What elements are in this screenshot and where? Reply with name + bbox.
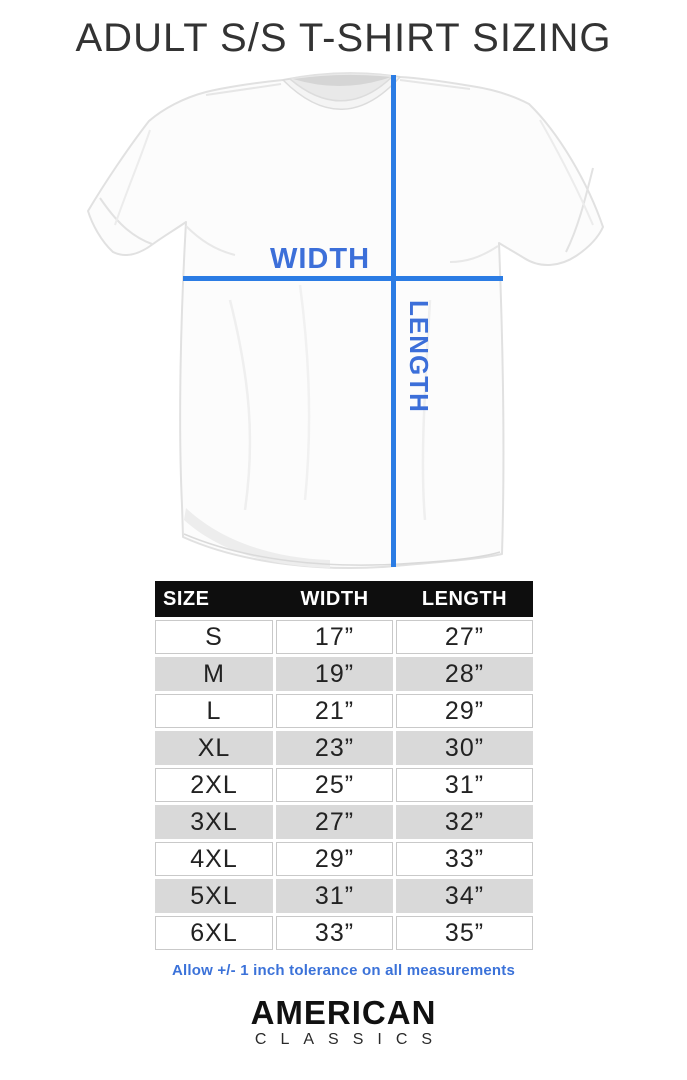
brand-logo-american: AMERICAN <box>250 994 437 1031</box>
width-cell: 17” <box>276 620 393 654</box>
size-table: SIZE WIDTH LENGTH S 17” 27” M 19” 28” L 21” 29” X… <box>155 581 533 950</box>
size-cell: 5XL <box>155 879 273 913</box>
length-cell: 32” <box>396 805 533 839</box>
right-shoulder-seam <box>399 79 471 90</box>
length-cell: 30” <box>396 731 533 765</box>
table-row: M 19” 28” <box>155 657 533 691</box>
length-cell: 33” <box>396 842 533 876</box>
length-cell: 28” <box>396 657 533 691</box>
tolerance-note: Allow +/- 1 inch tolerance on all measur… <box>171 962 516 979</box>
right-cuff-seam <box>565 167 594 253</box>
size-cell: M <box>155 657 273 691</box>
width-cell: 19” <box>276 657 393 691</box>
length-label: LENGTH <box>404 300 434 413</box>
tshirt-image <box>87 72 604 569</box>
size-cell: 6XL <box>155 916 273 950</box>
fold-line <box>449 245 499 263</box>
width-measure-line <box>183 276 503 281</box>
table-row: L 21” 29” <box>155 694 533 728</box>
fold-line <box>228 299 252 511</box>
width-cell: 31” <box>276 879 393 913</box>
column-header-width: WIDTH <box>300 587 369 610</box>
hem-stitch-line <box>183 533 501 566</box>
size-cell: L <box>155 694 273 728</box>
width-cell: 29” <box>276 842 393 876</box>
table-row: XL 23” 30” <box>155 731 533 765</box>
fold-line <box>185 225 236 256</box>
width-cell: 25” <box>276 768 393 802</box>
width-cell: 23” <box>276 731 393 765</box>
length-cell: 31” <box>396 768 533 802</box>
length-cell: 34” <box>396 879 533 913</box>
left-cuff-seam <box>99 197 153 245</box>
width-cell: 21” <box>276 694 393 728</box>
column-header-size: SIZE <box>163 587 210 610</box>
tshirt-body <box>87 72 604 569</box>
length-measure-line <box>391 75 396 567</box>
width-cell: 27” <box>276 805 393 839</box>
size-cell: 4XL <box>155 842 273 876</box>
tshirt-collar-band <box>282 75 401 110</box>
table-row: 5XL 31” 34” <box>155 879 533 913</box>
fold-line <box>539 119 594 226</box>
table-row: 6XL 33” 35” <box>155 916 533 950</box>
table-row: 2XL 25” 31” <box>155 768 533 802</box>
length-cell: 29” <box>396 694 533 728</box>
size-cell: S <box>155 620 273 654</box>
table-row: 3XL 27” 32” <box>155 805 533 839</box>
size-table-header: SIZE WIDTH LENGTH <box>155 581 533 617</box>
width-cell: 33” <box>276 916 393 950</box>
left-shoulder-seam <box>205 83 282 96</box>
table-row: S 17” 27” <box>155 620 533 654</box>
size-cell: 3XL <box>155 805 273 839</box>
tshirt-neck-shadow <box>293 74 391 87</box>
brand-logo-classics: CLASSICS <box>254 1031 447 1048</box>
fold-line <box>298 284 311 501</box>
size-table-body: S 17” 27” M 19” 28” L 21” 29” XL 23” 30” 2XL 25” 31” 3X… <box>155 620 533 950</box>
fold-line <box>421 299 432 521</box>
brand-logo: AMERICAN CLASSICS <box>0 996 687 1049</box>
width-label: WIDTH <box>269 243 371 275</box>
fold-line <box>114 129 151 226</box>
column-header-length: LENGTH <box>421 587 508 610</box>
table-row: 4XL 29” 33” <box>155 842 533 876</box>
length-cell: 35” <box>396 916 533 950</box>
page-title: ADULT S/S T-SHIRT SIZING <box>75 16 612 60</box>
size-cell: XL <box>155 731 273 765</box>
size-cell: 2XL <box>155 768 273 802</box>
length-cell: 27” <box>396 620 533 654</box>
